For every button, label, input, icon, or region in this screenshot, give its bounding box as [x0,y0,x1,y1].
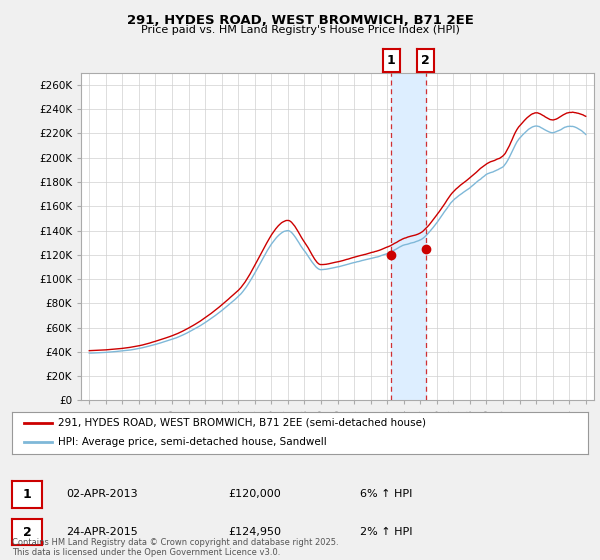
Text: £124,950: £124,950 [228,527,281,537]
Text: Price paid vs. HM Land Registry's House Price Index (HPI): Price paid vs. HM Land Registry's House … [140,25,460,35]
Text: 291, HYDES ROAD, WEST BROMWICH, B71 2EE: 291, HYDES ROAD, WEST BROMWICH, B71 2EE [127,14,473,27]
Text: 1: 1 [387,54,395,67]
Text: 24-APR-2015: 24-APR-2015 [66,527,138,537]
Text: HPI: Average price, semi-detached house, Sandwell: HPI: Average price, semi-detached house,… [58,437,327,447]
Text: 2: 2 [23,525,31,539]
Bar [391,73,426,400]
Text: 2: 2 [421,54,430,67]
Text: 291, HYDES ROAD, WEST BROMWICH, B71 2EE (semi-detached house): 291, HYDES ROAD, WEST BROMWICH, B71 2EE … [58,418,426,428]
Text: 02-APR-2013: 02-APR-2013 [66,489,137,500]
Text: Contains HM Land Registry data © Crown copyright and database right 2025.
This d: Contains HM Land Registry data © Crown c… [12,538,338,557]
Text: £120,000: £120,000 [228,489,281,500]
Text: 6% ↑ HPI: 6% ↑ HPI [360,489,412,500]
Text: 2% ↑ HPI: 2% ↑ HPI [360,527,413,537]
Text: 1: 1 [23,488,31,501]
